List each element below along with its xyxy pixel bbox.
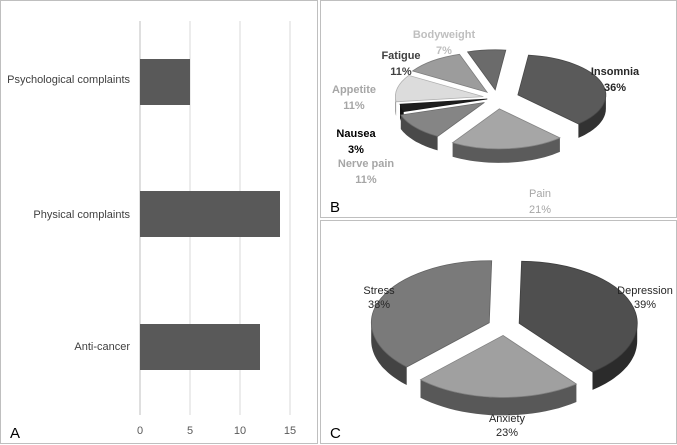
slice-side-pain [452,137,560,163]
slice-pain [451,108,561,150]
x-tick-10: 10 [234,425,246,437]
slice-labels: Depression 39% Anxiety 23% Stress 38% [363,285,672,439]
slice-depression [518,260,638,373]
panel-b: Insomnia 36% Pain 21% Nerve pain 11% Nausea… [320,0,677,218]
category-label-anti-cancer: Anti-cancer [74,341,130,353]
label-fatigue: Fatigue 11% [381,50,420,78]
label-depression: Depression 39% [617,285,673,311]
bar-chart-a: Psychological complaints Physical compla… [7,21,296,442]
slice-fatigue [411,53,489,93]
category-label-physical: Physical complaints [33,209,130,221]
category-labels: Psychological complaints Physical compla… [7,74,130,353]
slice-side-depression [592,323,638,390]
x-tick-labels: 0 5 10 15 [137,425,296,437]
panel-label-b: B [330,199,340,216]
label-nerve-pain: Nerve pain 11% [338,158,395,186]
label-insomnia: Insomnia 36% [591,66,640,94]
x-tick-5: 5 [187,425,193,437]
label-bodyweight: Bodyweight 7% [413,29,476,57]
slice-bodyweight [466,49,507,91]
pie-chart-c: Depression 39% Anxiety 23% Stress 38% C [330,260,673,442]
label-pain: Pain 21% [529,188,551,216]
slice-appetite [395,74,484,103]
panel-label-c: C [330,425,341,442]
bar-psychological-complaints [140,59,190,105]
bars [140,59,280,370]
slice-nerve-pain [400,102,485,137]
pie-slices [371,260,638,416]
label-appetite: Appetite 11% [332,84,376,112]
x-tick-15: 15 [284,425,296,437]
panel-c: Depression 39% Anxiety 23% Stress 38% C [320,220,677,444]
slice-anxiety [419,334,578,398]
label-anxiety: Anxiety 23% [489,413,526,439]
slice-side-stress [371,322,407,385]
category-label-psychological: Psychological complaints [7,74,130,86]
x-tick-0: 0 [137,425,143,437]
pie-chart-b: Insomnia 36% Pain 21% Nerve pain 11% Nausea… [330,29,640,216]
panel-label-a: A [10,425,20,442]
bar-physical-complaints [140,191,280,237]
bar-anti-cancer [140,324,260,370]
slice-nausea [399,98,488,113]
slice-insomnia [517,54,607,125]
pie-slices [395,49,607,163]
slice-stress [371,260,493,368]
slice-labels: Insomnia 36% Pain 21% Nerve pain 11% Nausea… [332,29,640,216]
panel-a: Psychological complaints Physical compla… [0,0,318,444]
label-stress: Stress 38% [363,285,395,311]
label-nausea: Nausea 3% [336,128,376,156]
